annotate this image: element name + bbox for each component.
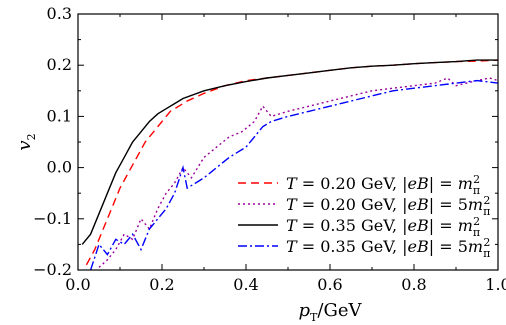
y-tick-label: 0.2	[47, 55, 72, 74]
x-axis-label: pT/GeV	[299, 300, 363, 324]
x-tick-label: 0.4	[233, 275, 258, 294]
ticks-layer: 0.0 0.2 0.4 0.6 0.8 1.0 −0.2 −0.1 0.0 0.1 0.2 0.3	[33, 4, 506, 294]
x-tick-label: 0.0	[65, 275, 90, 294]
series-line-4	[89, 79, 499, 271]
legend-label-4: T = 0.35 GeV, |eB| = 5mπ2	[286, 236, 490, 260]
legend-label-3: T = 0.35 GeV, |eB| = mπ2	[286, 215, 480, 239]
y-tick-label: 0.1	[47, 106, 72, 125]
y-tick-label: −0.1	[33, 209, 72, 228]
series-line-2	[98, 77, 499, 268]
y-tick-label: 0.3	[47, 4, 72, 23]
x-tick-label: 0.8	[401, 275, 426, 294]
x-tick-label: 0.6	[317, 275, 342, 294]
legend-label-1: T = 0.20 GeV, |eB| = mπ2	[286, 173, 480, 197]
legend-label-2: T = 0.20 GeV, |eB| = 5mπ2	[286, 194, 490, 218]
y-tick-label: 0.0	[47, 158, 72, 177]
series-line-3	[81, 59, 498, 245]
x-tick-label: 1.0	[485, 275, 506, 294]
y-tick-label: −0.2	[33, 260, 72, 279]
x-tick-label: 0.2	[149, 275, 174, 294]
series-layer	[81, 59, 499, 271]
y-axis-label: v2	[14, 133, 38, 150]
